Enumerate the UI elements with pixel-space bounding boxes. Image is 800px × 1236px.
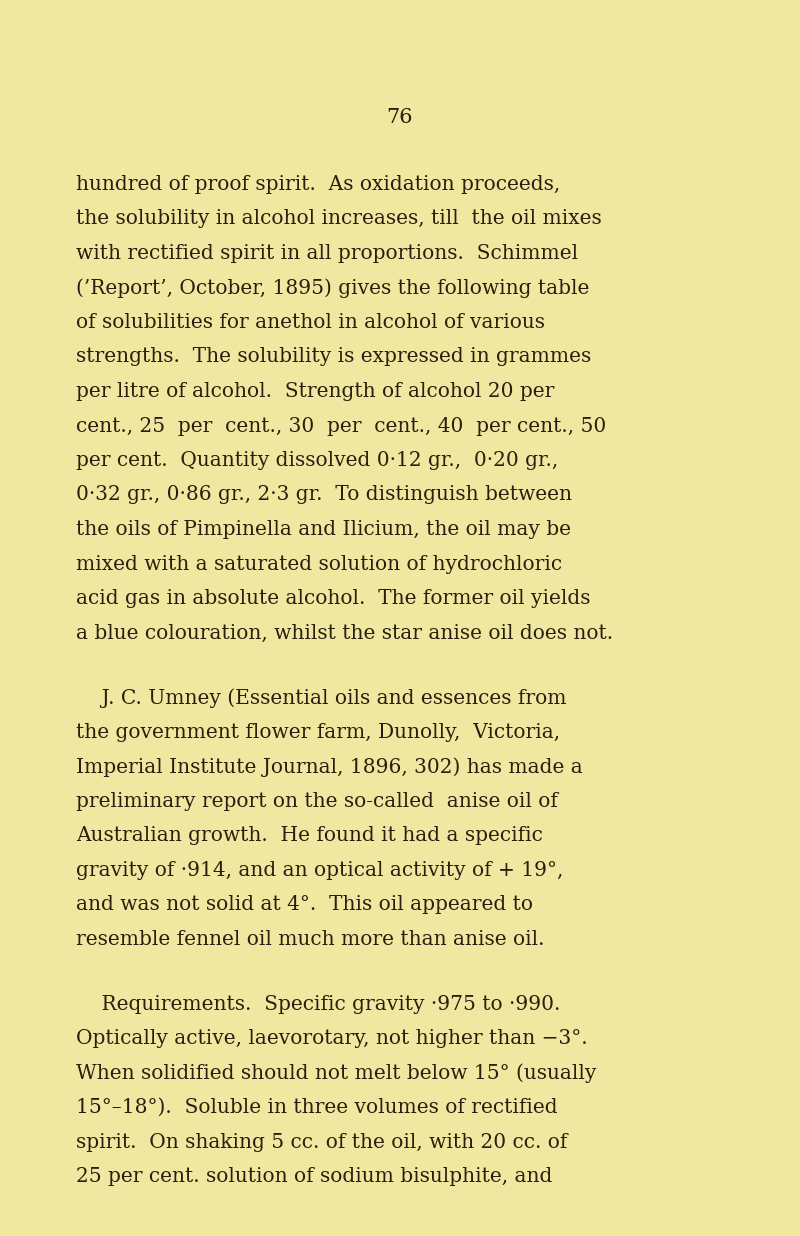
- Text: a blue colouration, whilst the star anise oil does not.: a blue colouration, whilst the star anis…: [76, 623, 613, 643]
- Text: cent., 25  per  cent., 30  per  cent., 40  per cent., 50: cent., 25 per cent., 30 per cent., 40 pe…: [76, 417, 606, 435]
- Text: J. C. Umney (Essential oils and essences from: J. C. Umney (Essential oils and essences…: [76, 688, 566, 708]
- Text: per litre of alcohol.  Strength of alcohol 20 per: per litre of alcohol. Strength of alcoho…: [76, 382, 554, 400]
- Text: 76: 76: [386, 108, 414, 127]
- Text: per cent.  Quantity dissolved 0·12 gr.,  0·20 gr.,: per cent. Quantity dissolved 0·12 gr., 0…: [76, 451, 558, 470]
- Text: Imperial Institute Journal, 1896, 302) has made a: Imperial Institute Journal, 1896, 302) h…: [76, 758, 582, 777]
- Text: the government flower farm, Dunolly,  Victoria,: the government flower farm, Dunolly, Vic…: [76, 723, 560, 742]
- Text: and was not solid at 4°.  This oil appeared to: and was not solid at 4°. This oil appear…: [76, 895, 533, 915]
- Text: of solubilities for anethol in alcohol of various: of solubilities for anethol in alcohol o…: [76, 313, 545, 332]
- Text: the oils of Pimpinella and Ilicium, the oil may be: the oils of Pimpinella and Ilicium, the …: [76, 520, 571, 539]
- Text: resemble fennel oil much more than anise oil.: resemble fennel oil much more than anise…: [76, 929, 545, 949]
- Text: acid gas in absolute alcohol.  The former oil yields: acid gas in absolute alcohol. The former…: [76, 590, 590, 608]
- Text: mixed with a saturated solution of hydrochloric: mixed with a saturated solution of hydro…: [76, 555, 562, 574]
- Text: Requirements.  Specific gravity ·975 to ·990.: Requirements. Specific gravity ·975 to ·…: [76, 995, 560, 1014]
- Text: 15°–18°).  Soluble in three volumes of rectified: 15°–18°). Soluble in three volumes of re…: [76, 1099, 558, 1117]
- Text: (’Report’, October, 1895) gives the following table: (’Report’, October, 1895) gives the foll…: [76, 278, 590, 298]
- Text: the solubility in alcohol increases, till  the oil mixes: the solubility in alcohol increases, til…: [76, 209, 602, 229]
- Text: strengths.  The solubility is expressed in grammes: strengths. The solubility is expressed i…: [76, 347, 591, 367]
- Text: Optically active, laevorotary, not higher than −3°.: Optically active, laevorotary, not highe…: [76, 1030, 588, 1048]
- Text: 25 per cent. solution of sodium bisulphite, and: 25 per cent. solution of sodium bisulphi…: [76, 1167, 552, 1187]
- Text: preliminary report on the so-called  anise oil of: preliminary report on the so-called anis…: [76, 792, 558, 811]
- Text: When solidified should not melt below 15° (usually: When solidified should not melt below 15…: [76, 1064, 596, 1084]
- Text: Australian growth.  He found it had a specific: Australian growth. He found it had a spe…: [76, 827, 543, 845]
- Text: with rectified spirit in all proportions.  Schimmel: with rectified spirit in all proportions…: [76, 243, 578, 263]
- Text: 0·32 gr., 0·86 gr., 2·3 gr.  To distinguish between: 0·32 gr., 0·86 gr., 2·3 gr. To distingui…: [76, 486, 572, 504]
- Text: hundred of proof spirit.  As oxidation proceeds,: hundred of proof spirit. As oxidation pr…: [76, 176, 560, 194]
- Text: gravity of ·914, and an optical activity of + 19°,: gravity of ·914, and an optical activity…: [76, 860, 563, 880]
- Text: spirit.  On shaking 5 cc. of the oil, with 20 cc. of: spirit. On shaking 5 cc. of the oil, wit…: [76, 1132, 567, 1152]
